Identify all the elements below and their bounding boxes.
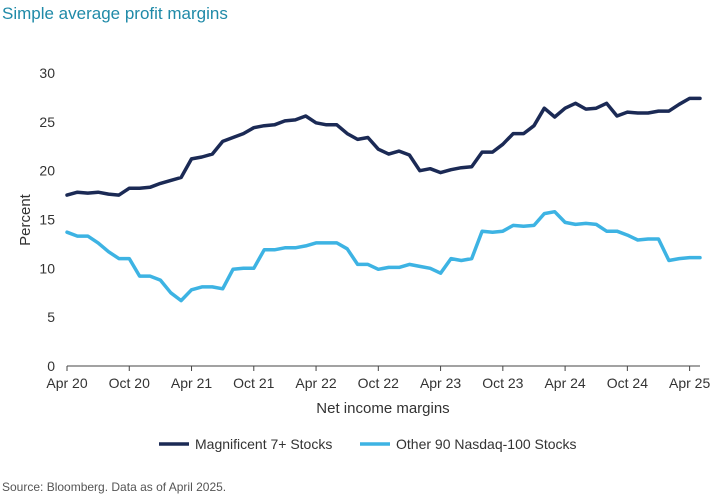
x-axis: Apr 20 Oct 20 Apr 21 Oct 21 Apr 22 Oct 22 Apr … bbox=[46, 365, 710, 391]
series-layer bbox=[65, 96, 702, 303]
y-tick-label: 0 bbox=[47, 358, 55, 374]
y-tick-label: 25 bbox=[39, 114, 55, 130]
y-tick-label: 5 bbox=[47, 309, 55, 325]
x-tick-label: Apr 20 bbox=[46, 375, 87, 391]
x-tick-label: Apr 25 bbox=[669, 375, 710, 391]
y-axis: 0 5 10 15 20 25 30 bbox=[39, 65, 55, 374]
y-axis-label: Percent bbox=[17, 193, 34, 246]
y-tick-label: 10 bbox=[39, 260, 55, 276]
legend-label-magnificent-7: Magnificent 7+ Stocks bbox=[195, 436, 332, 452]
y-tick-label: 20 bbox=[39, 163, 55, 179]
series-line-other-90 bbox=[65, 209, 702, 303]
x-tick-label: Oct 22 bbox=[358, 375, 399, 391]
legend-label-other-90: Other 90 Nasdaq-100 Stocks bbox=[396, 436, 577, 452]
x-tick-label: Oct 23 bbox=[482, 375, 523, 391]
x-tick-label: Apr 23 bbox=[420, 375, 461, 391]
source-note: Source: Bloomberg. Data as of April 2025… bbox=[2, 480, 227, 494]
x-tick-label: Oct 20 bbox=[109, 375, 150, 391]
x-axis-label: Net income margins bbox=[316, 400, 449, 417]
x-tick-label: Apr 22 bbox=[295, 375, 336, 391]
x-tick-label: Apr 24 bbox=[544, 375, 585, 391]
x-tick-label: Apr 21 bbox=[171, 375, 212, 391]
chart-title: Simple average profit margins bbox=[2, 4, 228, 23]
series-line-magnificent-7 bbox=[65, 96, 702, 197]
y-tick-label: 15 bbox=[39, 212, 55, 228]
legend: Magnificent 7+ Stocks Other 90 Nasdaq-10… bbox=[159, 436, 577, 452]
x-tick-label: Oct 24 bbox=[607, 375, 648, 391]
x-tick-label: Oct 21 bbox=[233, 375, 274, 391]
y-tick-label: 30 bbox=[39, 65, 55, 81]
